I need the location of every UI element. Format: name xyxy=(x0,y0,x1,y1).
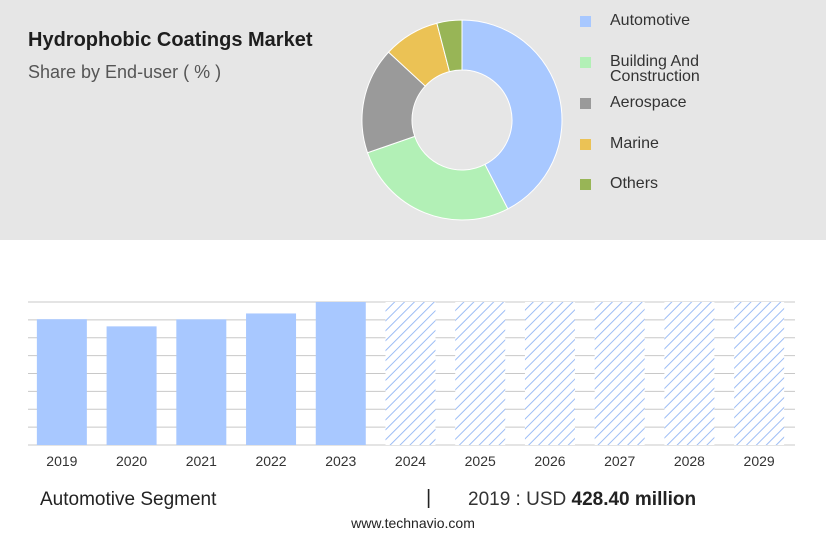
x-tick-label: 2023 xyxy=(325,453,356,469)
x-tick-label: 2026 xyxy=(534,453,565,469)
legend-swatch xyxy=(580,98,591,109)
chart-title: Hydrophobic Coatings Market xyxy=(28,29,313,51)
legend-label: Aerospace xyxy=(610,94,687,111)
legend-label: Others xyxy=(610,175,659,192)
value-prefix: 2019 : USD xyxy=(468,489,567,510)
forecast-bar-2024 xyxy=(385,302,436,445)
bar-2021 xyxy=(176,319,227,445)
x-tick-label: 2022 xyxy=(255,453,286,469)
footer-separator: | xyxy=(426,487,432,509)
x-tick-label: 2028 xyxy=(674,453,705,469)
forecast-bar-2028 xyxy=(664,302,715,445)
legend-label: Marine xyxy=(610,135,659,152)
legend-swatch xyxy=(580,16,591,27)
forecast-bar-2026 xyxy=(524,302,575,445)
donut-slice-building-and-construction xyxy=(366,135,509,221)
x-tick-label: 2020 xyxy=(116,453,147,469)
x-tick-label: 2025 xyxy=(465,453,496,469)
x-tick-label: 2021 xyxy=(186,453,217,469)
segment-label: Automotive Segment xyxy=(40,489,217,510)
donut-chart xyxy=(361,19,563,221)
forecast-bar-2029 xyxy=(734,302,785,445)
forecast-bar-2025 xyxy=(455,302,506,445)
x-tick-label: 2019 xyxy=(46,453,77,469)
legend-swatch xyxy=(580,179,591,190)
legend-label: Building And Construction xyxy=(610,53,700,85)
x-tick-label: 2029 xyxy=(744,453,775,469)
x-tick-label: 2024 xyxy=(395,453,426,469)
forecast-bar-2027 xyxy=(594,302,645,445)
x-tick-label: 2027 xyxy=(604,453,635,469)
bar-chart: 2019 2020 2021 2022 2023 2024 2025 2026 2027 2028… xyxy=(28,301,795,469)
bar-2020 xyxy=(106,326,157,445)
legend-swatch xyxy=(580,139,591,150)
segment-value: 2019 : USD 428.40 million xyxy=(468,489,696,511)
bar-2023 xyxy=(315,302,366,445)
legend-swatch xyxy=(580,57,591,68)
chart-subtitle: Share by End-user ( % ) xyxy=(28,62,222,82)
donut-slice-others xyxy=(436,19,463,73)
bar-2022 xyxy=(246,313,297,445)
bar-2019 xyxy=(36,319,87,445)
donut-slice-automotive xyxy=(461,19,563,210)
legend-label: Automotive xyxy=(610,12,691,29)
website-link[interactable]: www.technavio.com xyxy=(351,515,475,531)
value-amount: 428.40 million xyxy=(571,489,697,510)
